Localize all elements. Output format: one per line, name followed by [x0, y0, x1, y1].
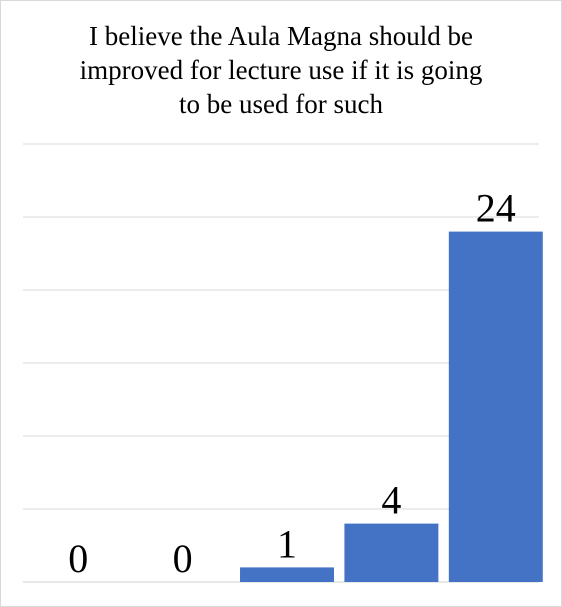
- data-label-3: 1: [277, 521, 297, 566]
- chart-title-line-3: to be used for such: [179, 89, 383, 119]
- chart-title-line-1: I believe the Aula Magna should be: [89, 21, 473, 51]
- chart-title-line-2: improved for lecture use if it is going: [79, 55, 483, 85]
- bar-5: [448, 231, 543, 582]
- data-label-4: 4: [381, 478, 401, 523]
- bar-3: [240, 567, 334, 582]
- data-label-1: 0: [68, 536, 88, 581]
- data-label-2: 0: [173, 536, 193, 581]
- data-label-5: 24: [476, 186, 516, 231]
- chart-title: I believe the Aula Magna should be impro…: [21, 19, 541, 121]
- bar-4: [344, 523, 439, 582]
